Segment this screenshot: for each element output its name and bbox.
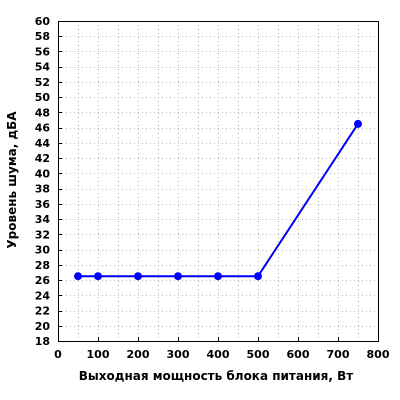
y-tick-label: 26 <box>35 274 51 287</box>
x-tick-label: 300 <box>167 348 190 361</box>
y-tick-label: 30 <box>35 244 51 257</box>
data-point-marker <box>254 272 262 281</box>
y-axis-ticks: 18 20 22 24 26 28 30 32 34 36 38 40 42 44 46 48 50 52 54 56… <box>35 15 62 348</box>
y-tick-label: 24 <box>35 289 51 302</box>
x-tick-label: 100 <box>87 348 110 361</box>
x-axis-title: Выходная мощность блока питания, Вт <box>79 369 354 383</box>
y-tick-label: 18 <box>35 335 50 348</box>
data-point-marker <box>354 119 362 128</box>
y-tick-label: 46 <box>35 122 51 135</box>
y-tick-label: 56 <box>35 45 51 58</box>
x-tick-label: 0 <box>54 348 62 361</box>
data-point-marker <box>214 272 222 281</box>
y-tick-label: 54 <box>35 61 51 74</box>
plot-area-frame <box>58 21 379 342</box>
y-tick-label: 20 <box>35 320 51 333</box>
x-tick-label: 800 <box>367 348 390 361</box>
y-tick-label: 44 <box>35 137 51 150</box>
y-tick-label: 60 <box>35 15 51 28</box>
y-tick-label: 40 <box>35 167 51 180</box>
data-point-marker <box>174 272 182 281</box>
y-tick-label: 28 <box>35 259 50 272</box>
x-tick-label: 700 <box>327 348 350 361</box>
y-tick-label: 34 <box>35 213 51 226</box>
y-tick-label: 36 <box>35 198 51 211</box>
y-tick-label: 38 <box>35 183 50 196</box>
series-layer <box>74 119 362 281</box>
y-tick-label: 42 <box>35 152 50 165</box>
y-tick-label: 52 <box>35 76 50 89</box>
y-tick-label: 58 <box>35 30 50 43</box>
x-tick-label: 400 <box>207 348 230 361</box>
data-point-marker <box>134 272 142 281</box>
y-tick-label: 48 <box>35 106 50 119</box>
data-point-marker <box>94 272 102 281</box>
y-tick-label: 50 <box>35 91 51 104</box>
y-tick-label: 22 <box>35 305 50 318</box>
data-point-marker <box>74 272 82 281</box>
grid-lines <box>58 21 378 341</box>
x-tick-label: 600 <box>287 348 310 361</box>
y-tick-label: 32 <box>35 228 50 241</box>
x-axis-ticks: 0 100 200 300 400 500 600 700 800 <box>54 337 390 361</box>
x-tick-label: 500 <box>247 348 270 361</box>
y-axis-title: Уровень шума, дБА <box>5 111 19 249</box>
x-tick-label: 200 <box>127 348 150 361</box>
